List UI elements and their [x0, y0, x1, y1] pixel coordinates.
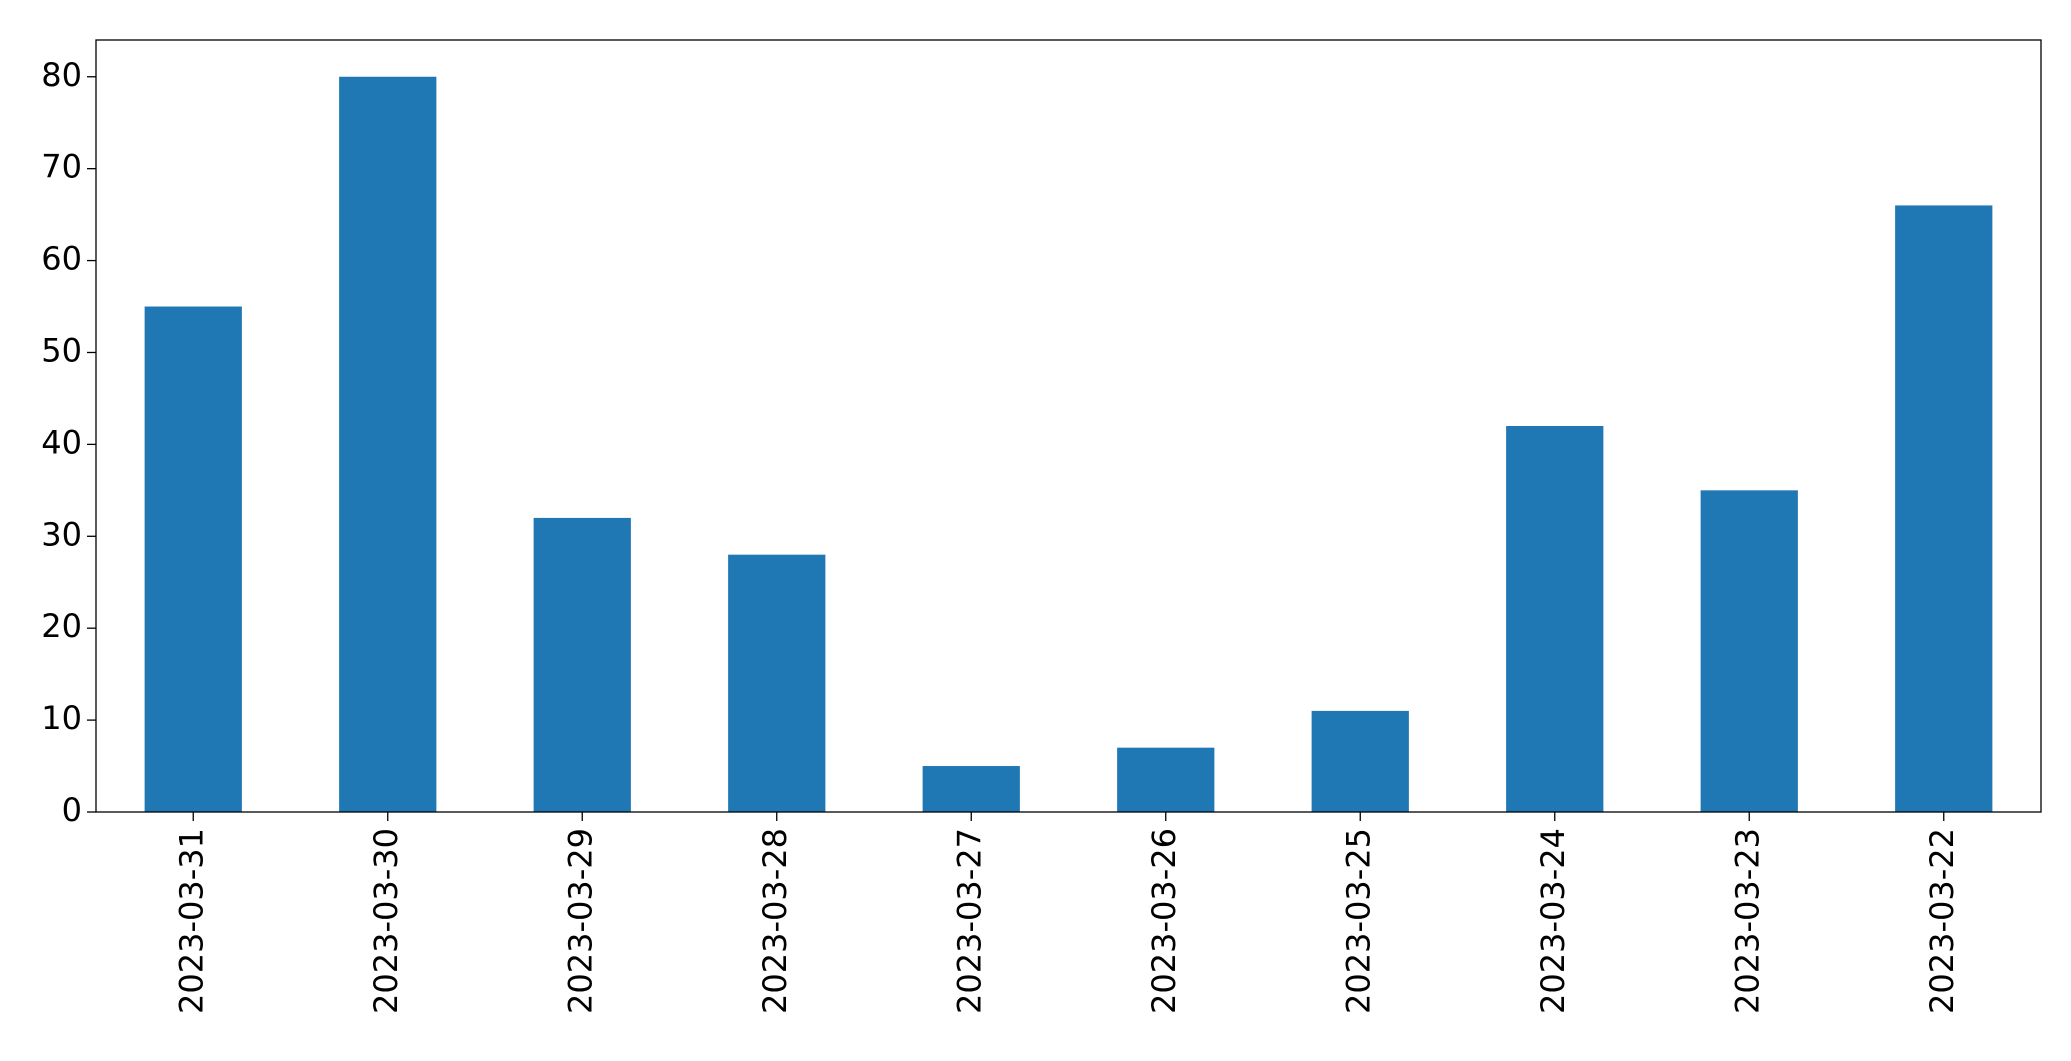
bar: [1117, 747, 1215, 812]
x-tick-label: 2023-03-31: [172, 828, 210, 1014]
y-tick-label: 60: [41, 240, 82, 278]
x-tick-label: 2023-03-29: [561, 828, 599, 1014]
bar: [1311, 710, 1409, 812]
x-tick-label: 2023-03-30: [367, 828, 405, 1014]
x-tick-label: 2023-03-26: [1145, 828, 1183, 1014]
y-tick-label: 70: [41, 148, 82, 186]
bar: [144, 306, 242, 812]
y-tick-label: 30: [41, 515, 82, 553]
x-tick-label: 2023-03-24: [1534, 828, 1572, 1014]
x-tick-label: 2023-03-22: [1923, 828, 1961, 1014]
bar: [922, 766, 1020, 812]
y-tick-label: 10: [41, 699, 82, 737]
x-tick-label: 2023-03-28: [756, 828, 794, 1014]
y-tick-label: 80: [41, 56, 82, 94]
bar: [728, 554, 826, 812]
y-tick-label: 0: [62, 791, 82, 829]
bar: [339, 76, 437, 812]
x-tick-label: 2023-03-25: [1339, 828, 1377, 1014]
bar: [1506, 426, 1604, 812]
y-tick-label: 50: [41, 331, 82, 369]
bar: [1700, 490, 1798, 812]
y-tick-label: 40: [41, 423, 82, 461]
x-tick-label: 2023-03-27: [950, 828, 988, 1014]
bar: [1895, 205, 1993, 812]
bar: [533, 517, 631, 812]
y-tick-label: 20: [41, 607, 82, 645]
plot-frame: [95, 39, 2042, 813]
x-tick-label: 2023-03-23: [1728, 828, 1766, 1014]
